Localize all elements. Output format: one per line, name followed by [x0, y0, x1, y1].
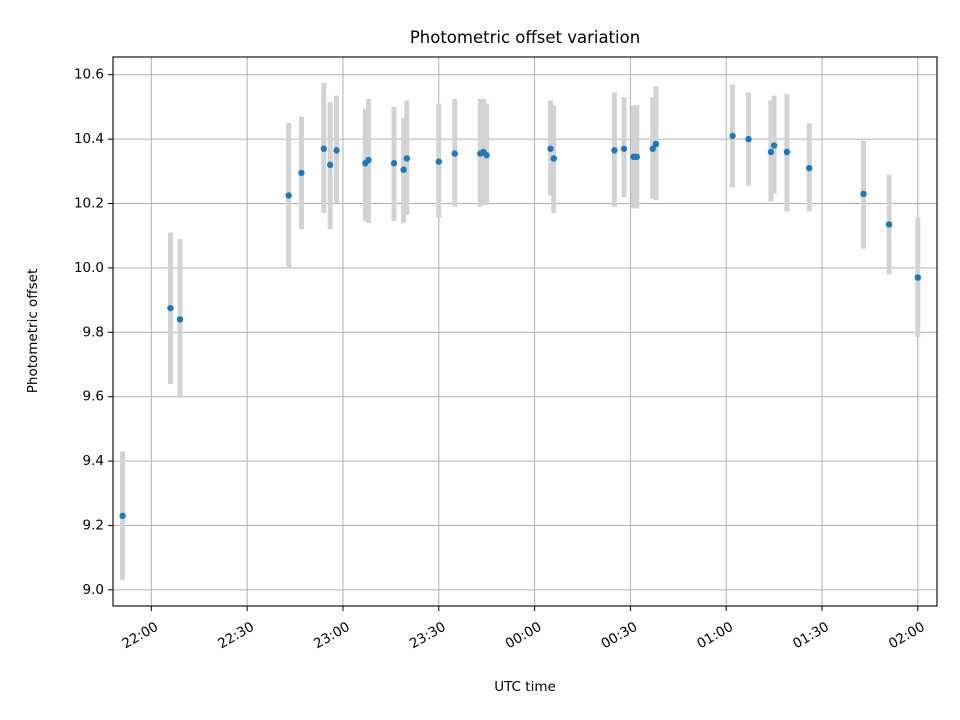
data-point	[767, 148, 775, 156]
data-point	[400, 166, 407, 173]
y-tick-label: 10.4	[74, 131, 104, 147]
data-point	[119, 512, 126, 520]
data-point	[435, 158, 442, 165]
grid-lines	[113, 57, 937, 606]
data-point	[745, 135, 752, 143]
data-point	[285, 192, 292, 199]
data-point	[390, 160, 398, 167]
y-axis-label: Photometric offset	[25, 269, 41, 393]
y-tick-label: 10.6	[74, 67, 104, 83]
data-point	[483, 152, 490, 159]
data-point	[885, 221, 893, 228]
data-point	[451, 150, 458, 157]
data-point	[770, 142, 778, 149]
y-tick-label: 9.4	[83, 453, 104, 469]
data-point	[167, 304, 174, 312]
data-point	[403, 155, 411, 162]
y-tick-label: 9.0	[83, 582, 104, 598]
data-point	[547, 145, 554, 152]
y-tick-label: 10.2	[74, 196, 104, 212]
data-point	[649, 145, 656, 152]
x-axis-label: UTC time	[494, 679, 556, 695]
data-points	[119, 132, 922, 520]
data-point	[611, 147, 618, 154]
data-point	[783, 148, 791, 156]
chart-title: Photometric offset variation	[410, 28, 640, 47]
data-point	[729, 132, 736, 140]
data-point	[176, 316, 184, 323]
data-point	[298, 169, 305, 177]
data-point	[914, 274, 922, 281]
data-point	[320, 145, 327, 152]
data-point	[652, 140, 660, 148]
data-point	[550, 155, 557, 162]
data-point	[365, 156, 372, 164]
data-point	[633, 153, 640, 161]
data-point	[620, 145, 628, 152]
data-point	[806, 164, 813, 172]
y-tick-label: 10.0	[74, 260, 104, 276]
data-point	[860, 190, 867, 198]
y-tick-label: 9.8	[83, 324, 104, 340]
data-point	[333, 147, 340, 154]
data-point	[326, 161, 334, 169]
y-tick-label: 9.2	[83, 518, 104, 534]
y-tick-label: 9.6	[83, 389, 104, 405]
plot-frame	[112, 56, 938, 607]
y-axis-ticks: 9.0 9.2 9.4 9.6 9.8 10.0 10.2 10.4 10.6	[74, 67, 113, 598]
